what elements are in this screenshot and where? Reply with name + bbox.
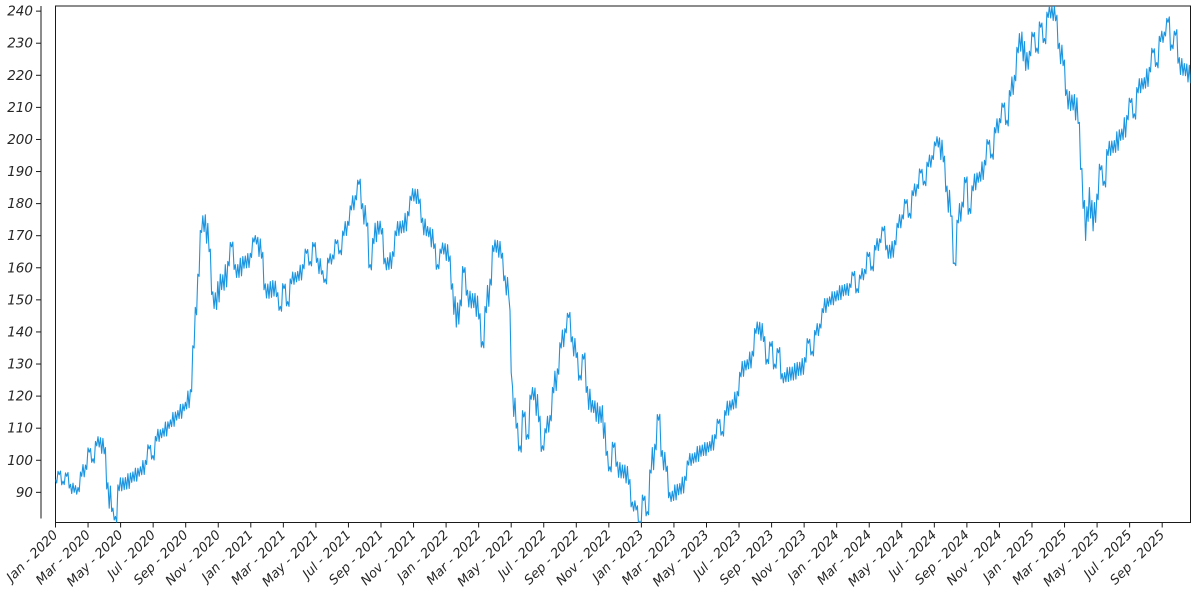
y-axis-tick-label: 200 (7, 132, 33, 148)
y-axis-tick-label: 150 (7, 292, 33, 308)
y-axis-tick-label: 190 (7, 164, 33, 180)
y-axis-tick-label: 240 (7, 4, 33, 20)
y-axis-tick-label: 180 (7, 196, 33, 212)
y-axis-tick-label: 120 (7, 389, 33, 405)
y-axis-tick-label: 140 (7, 324, 33, 340)
price-line (55, 6, 1191, 523)
y-axis-tick-label: 160 (7, 260, 33, 276)
plot-border (55, 5, 1191, 523)
y-axis-tick-label: 130 (7, 357, 33, 373)
y-axis-tick-label: 90 (16, 485, 33, 501)
y-axis-tick-label: 210 (7, 100, 33, 116)
y-axis-tick-label: 100 (7, 453, 33, 469)
y-axis-tick-label: 170 (7, 228, 33, 244)
y-axis-tick-label: 220 (7, 68, 33, 84)
y-axis-tick-label: 230 (7, 36, 33, 52)
y-axis-tick-label: 110 (7, 421, 33, 437)
